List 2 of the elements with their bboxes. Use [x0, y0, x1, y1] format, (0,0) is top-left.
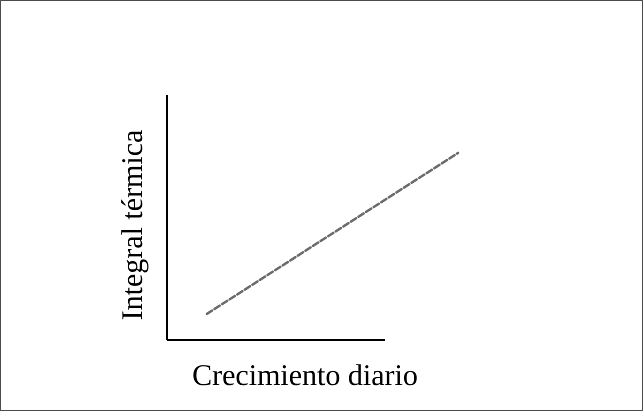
x-axis-title: Crecimiento diario: [192, 359, 418, 392]
y-axis-title: Integral térmica: [116, 130, 149, 320]
